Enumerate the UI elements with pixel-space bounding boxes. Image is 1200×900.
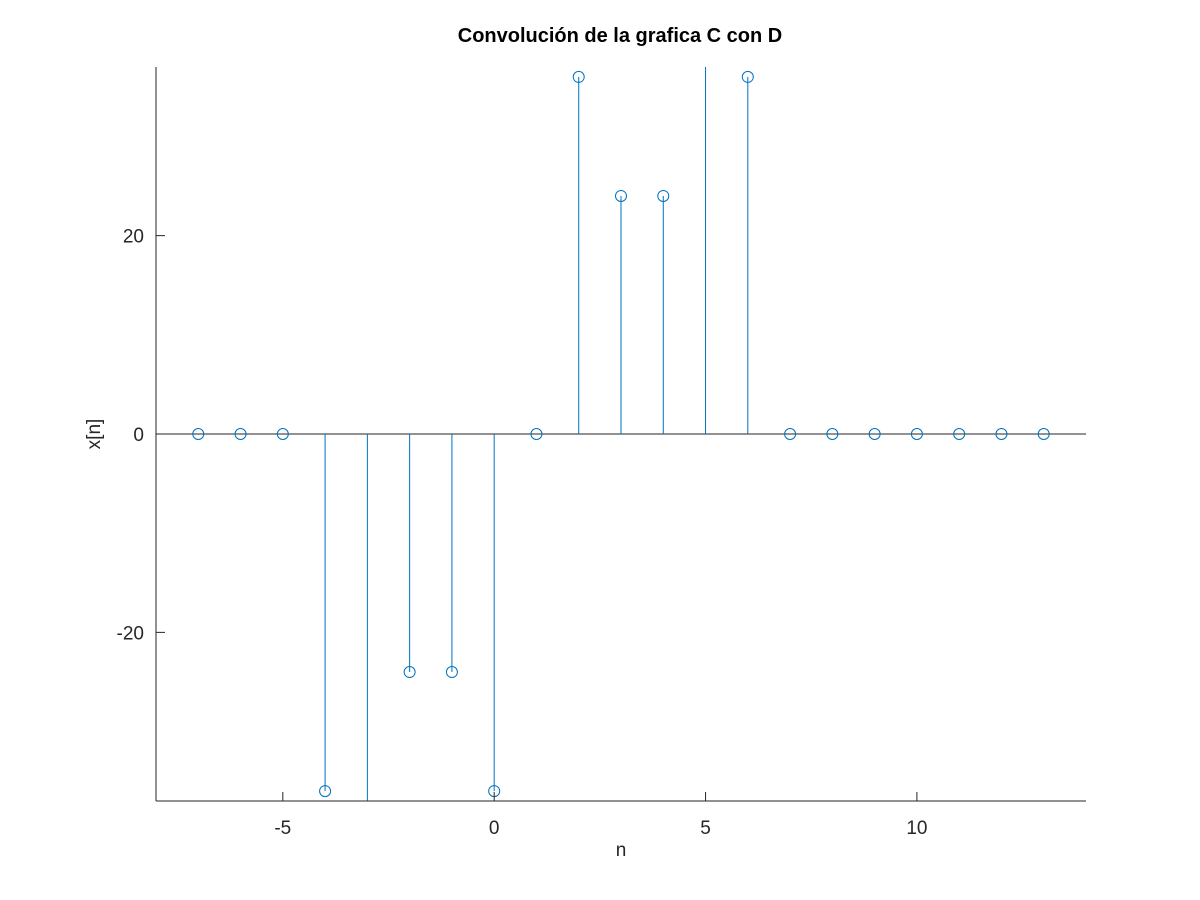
stem-marker [615, 189, 627, 202]
y-tick-label: 0 [133, 425, 144, 446]
x-axis-label: n [616, 840, 627, 861]
stem-marker [995, 428, 1008, 440]
y-tick-label: 20 [123, 227, 144, 248]
stem-marker [868, 428, 881, 440]
axes: -5 0 5 10 -20 0 20 [117, 67, 1086, 839]
stem-marker [784, 428, 797, 440]
stem-marker [1037, 428, 1050, 440]
stem-marker [403, 666, 416, 679]
y-axis-label: x[n] [84, 419, 105, 450]
chart-title: Convolución de la grafica C con D [458, 25, 783, 47]
plot-area [156, 67, 1086, 801]
x-tick-label: 5 [700, 818, 711, 839]
stem-marker [953, 428, 966, 440]
stem-marker [910, 428, 923, 440]
x-tick-label: 10 [906, 818, 927, 839]
stem-marker [572, 70, 585, 83]
y-tick-label: -20 [117, 623, 144, 644]
stem-marker [657, 189, 670, 202]
stem-marker [234, 428, 247, 440]
x-tick-label: -5 [274, 818, 291, 839]
stem-marker [319, 785, 332, 798]
stem-marker [276, 428, 289, 440]
stem-marker [741, 70, 754, 83]
stem-marker [445, 666, 458, 679]
x-tick-label: 0 [489, 818, 500, 839]
stem-marker [192, 428, 205, 440]
stem-marker [530, 428, 543, 440]
stem-marker [826, 428, 839, 440]
